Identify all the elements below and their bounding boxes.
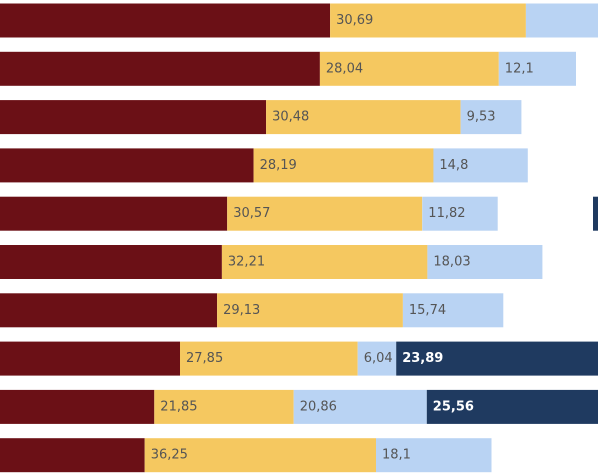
bar-segment-1 <box>0 389 155 424</box>
bar-segment-4 <box>396 341 598 376</box>
bar-segment-1 <box>0 438 145 473</box>
bar-segment-2 <box>217 293 403 328</box>
bar-segment-4 <box>593 196 598 231</box>
bar-segment-1 <box>0 341 180 376</box>
bar-segment-3 <box>433 148 528 183</box>
bar-label-4: 23,89 <box>402 351 443 366</box>
bar-label-3: 6,04 <box>364 351 393 366</box>
bar-label-3: 15,74 <box>409 303 446 318</box>
bar-label-2: 32,21 <box>228 255 265 270</box>
bar-segment-3 <box>402 293 504 328</box>
bar-label-3: 14,8 <box>439 158 468 173</box>
bar-label-2: 28,19 <box>260 158 297 173</box>
bar-label-2: 29,13 <box>223 303 260 318</box>
bar-segment-3 <box>498 51 576 86</box>
bar-segment-1 <box>0 293 218 328</box>
bar-segment-1 <box>0 100 267 135</box>
bar-segment-2 <box>319 51 499 86</box>
bar-segment-3 <box>422 196 498 231</box>
bar-segment-2 <box>253 148 434 183</box>
bar-segment-1 <box>0 196 228 231</box>
bar-segment-2 <box>154 389 294 424</box>
bar-segment-2 <box>221 245 428 279</box>
bar-label-3: 18,1 <box>382 448 411 463</box>
bar-segment-2 <box>227 196 423 231</box>
bar-label-4: 25,56 <box>433 399 474 414</box>
bar-label-3: 18,03 <box>433 255 470 270</box>
bar-label-3: 9,53 <box>467 110 496 125</box>
bar-segment-1 <box>0 245 222 279</box>
bar-segment-1 <box>0 51 320 86</box>
bar-label-3: 12,1 <box>505 61 534 76</box>
bar-label-2: 36,25 <box>151 448 188 463</box>
bar-segment-2 <box>180 341 358 376</box>
bar-label-2: 27,85 <box>186 351 223 366</box>
bar-segment-2 <box>266 100 461 135</box>
bar-label-2: 30,57 <box>233 206 270 221</box>
bar-segment-3 <box>525 3 598 38</box>
bar-segment-3 <box>427 245 543 279</box>
bar-segment-3 <box>293 389 427 424</box>
bar-label-2: 28,04 <box>326 61 363 76</box>
bar-label-2: 30,48 <box>272 110 309 125</box>
bar-label-2: 30,69 <box>336 13 373 28</box>
bar-label-2: 21,85 <box>160 399 197 414</box>
bar-segment-3 <box>460 100 522 135</box>
bar-segment-2 <box>330 3 526 38</box>
bar-segment-4 <box>426 389 598 424</box>
bar-label-3: 11,82 <box>428 206 465 221</box>
bar-segment-3 <box>376 438 492 473</box>
bar-segment-1 <box>0 3 331 38</box>
bar-segment-1 <box>0 148 254 183</box>
bar-label-3: 20,86 <box>300 399 337 414</box>
bar-segment-2 <box>144 438 376 473</box>
bar-segment-3 <box>357 341 397 376</box>
